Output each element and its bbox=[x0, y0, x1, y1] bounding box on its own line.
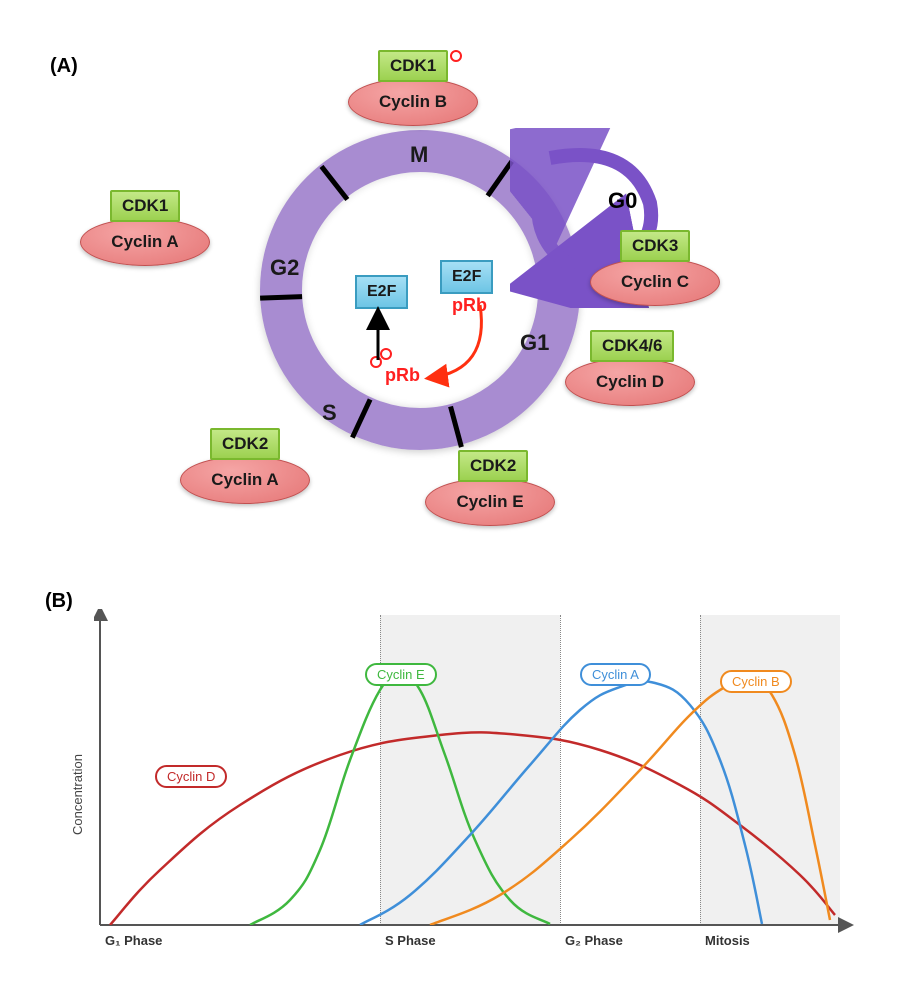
xcat-g1: G₁ Phase bbox=[105, 933, 162, 948]
xcat-s: S Phase bbox=[385, 933, 436, 948]
phase-m: M bbox=[410, 142, 428, 168]
xcat-g2: G₂ Phase bbox=[565, 933, 623, 948]
cdk-box-cdk1-top: CDK1 bbox=[378, 50, 448, 82]
panel-a-label: (A) bbox=[50, 55, 78, 78]
panel-b-label: (B) bbox=[45, 590, 73, 613]
cdk-box-cdk2-bot: CDK2 bbox=[458, 450, 528, 482]
cyclin-ellipse-a-left: Cyclin A bbox=[80, 218, 210, 266]
concentration-chart: Cyclin D Cyclin E Cyclin A Cyclin B bbox=[100, 615, 840, 925]
label-cyclin-b: Cyclin B bbox=[720, 670, 792, 693]
phase-g0: G0 bbox=[608, 188, 637, 214]
inner-arrows bbox=[330, 250, 530, 410]
cdk-box-cdk46: CDK4/6 bbox=[590, 330, 674, 362]
panel-a: M G1 S G2 G0 CDK1 Cyclin B CDK1 Cyclin A… bbox=[130, 50, 770, 560]
cdk-box-cdk3: CDK3 bbox=[620, 230, 690, 262]
cyclin-ellipse-d: Cyclin D bbox=[565, 358, 695, 406]
label-cyclin-e: Cyclin E bbox=[365, 663, 437, 686]
label-cyclin-d: Cyclin D bbox=[155, 765, 227, 788]
cyclin-ellipse-c: Cyclin C bbox=[590, 258, 720, 306]
cdk-box-cdk1-left: CDK1 bbox=[110, 190, 180, 222]
xcat-m: Mitosis bbox=[705, 933, 750, 948]
y-axis-label: Concentration bbox=[70, 754, 85, 835]
cdk-box-cdk2-left: CDK2 bbox=[210, 428, 280, 460]
panel-b: Concentration Cyclin D Cyclin E Cyclin A… bbox=[70, 605, 850, 975]
cyclin-ellipse-a-bot: Cyclin A bbox=[180, 456, 310, 504]
phase-g2: G2 bbox=[270, 255, 299, 281]
label-cyclin-a: Cyclin A bbox=[580, 663, 651, 686]
cyclin-ellipse-b: Cyclin B bbox=[348, 78, 478, 126]
cyclin-ellipse-e: Cyclin E bbox=[425, 478, 555, 526]
